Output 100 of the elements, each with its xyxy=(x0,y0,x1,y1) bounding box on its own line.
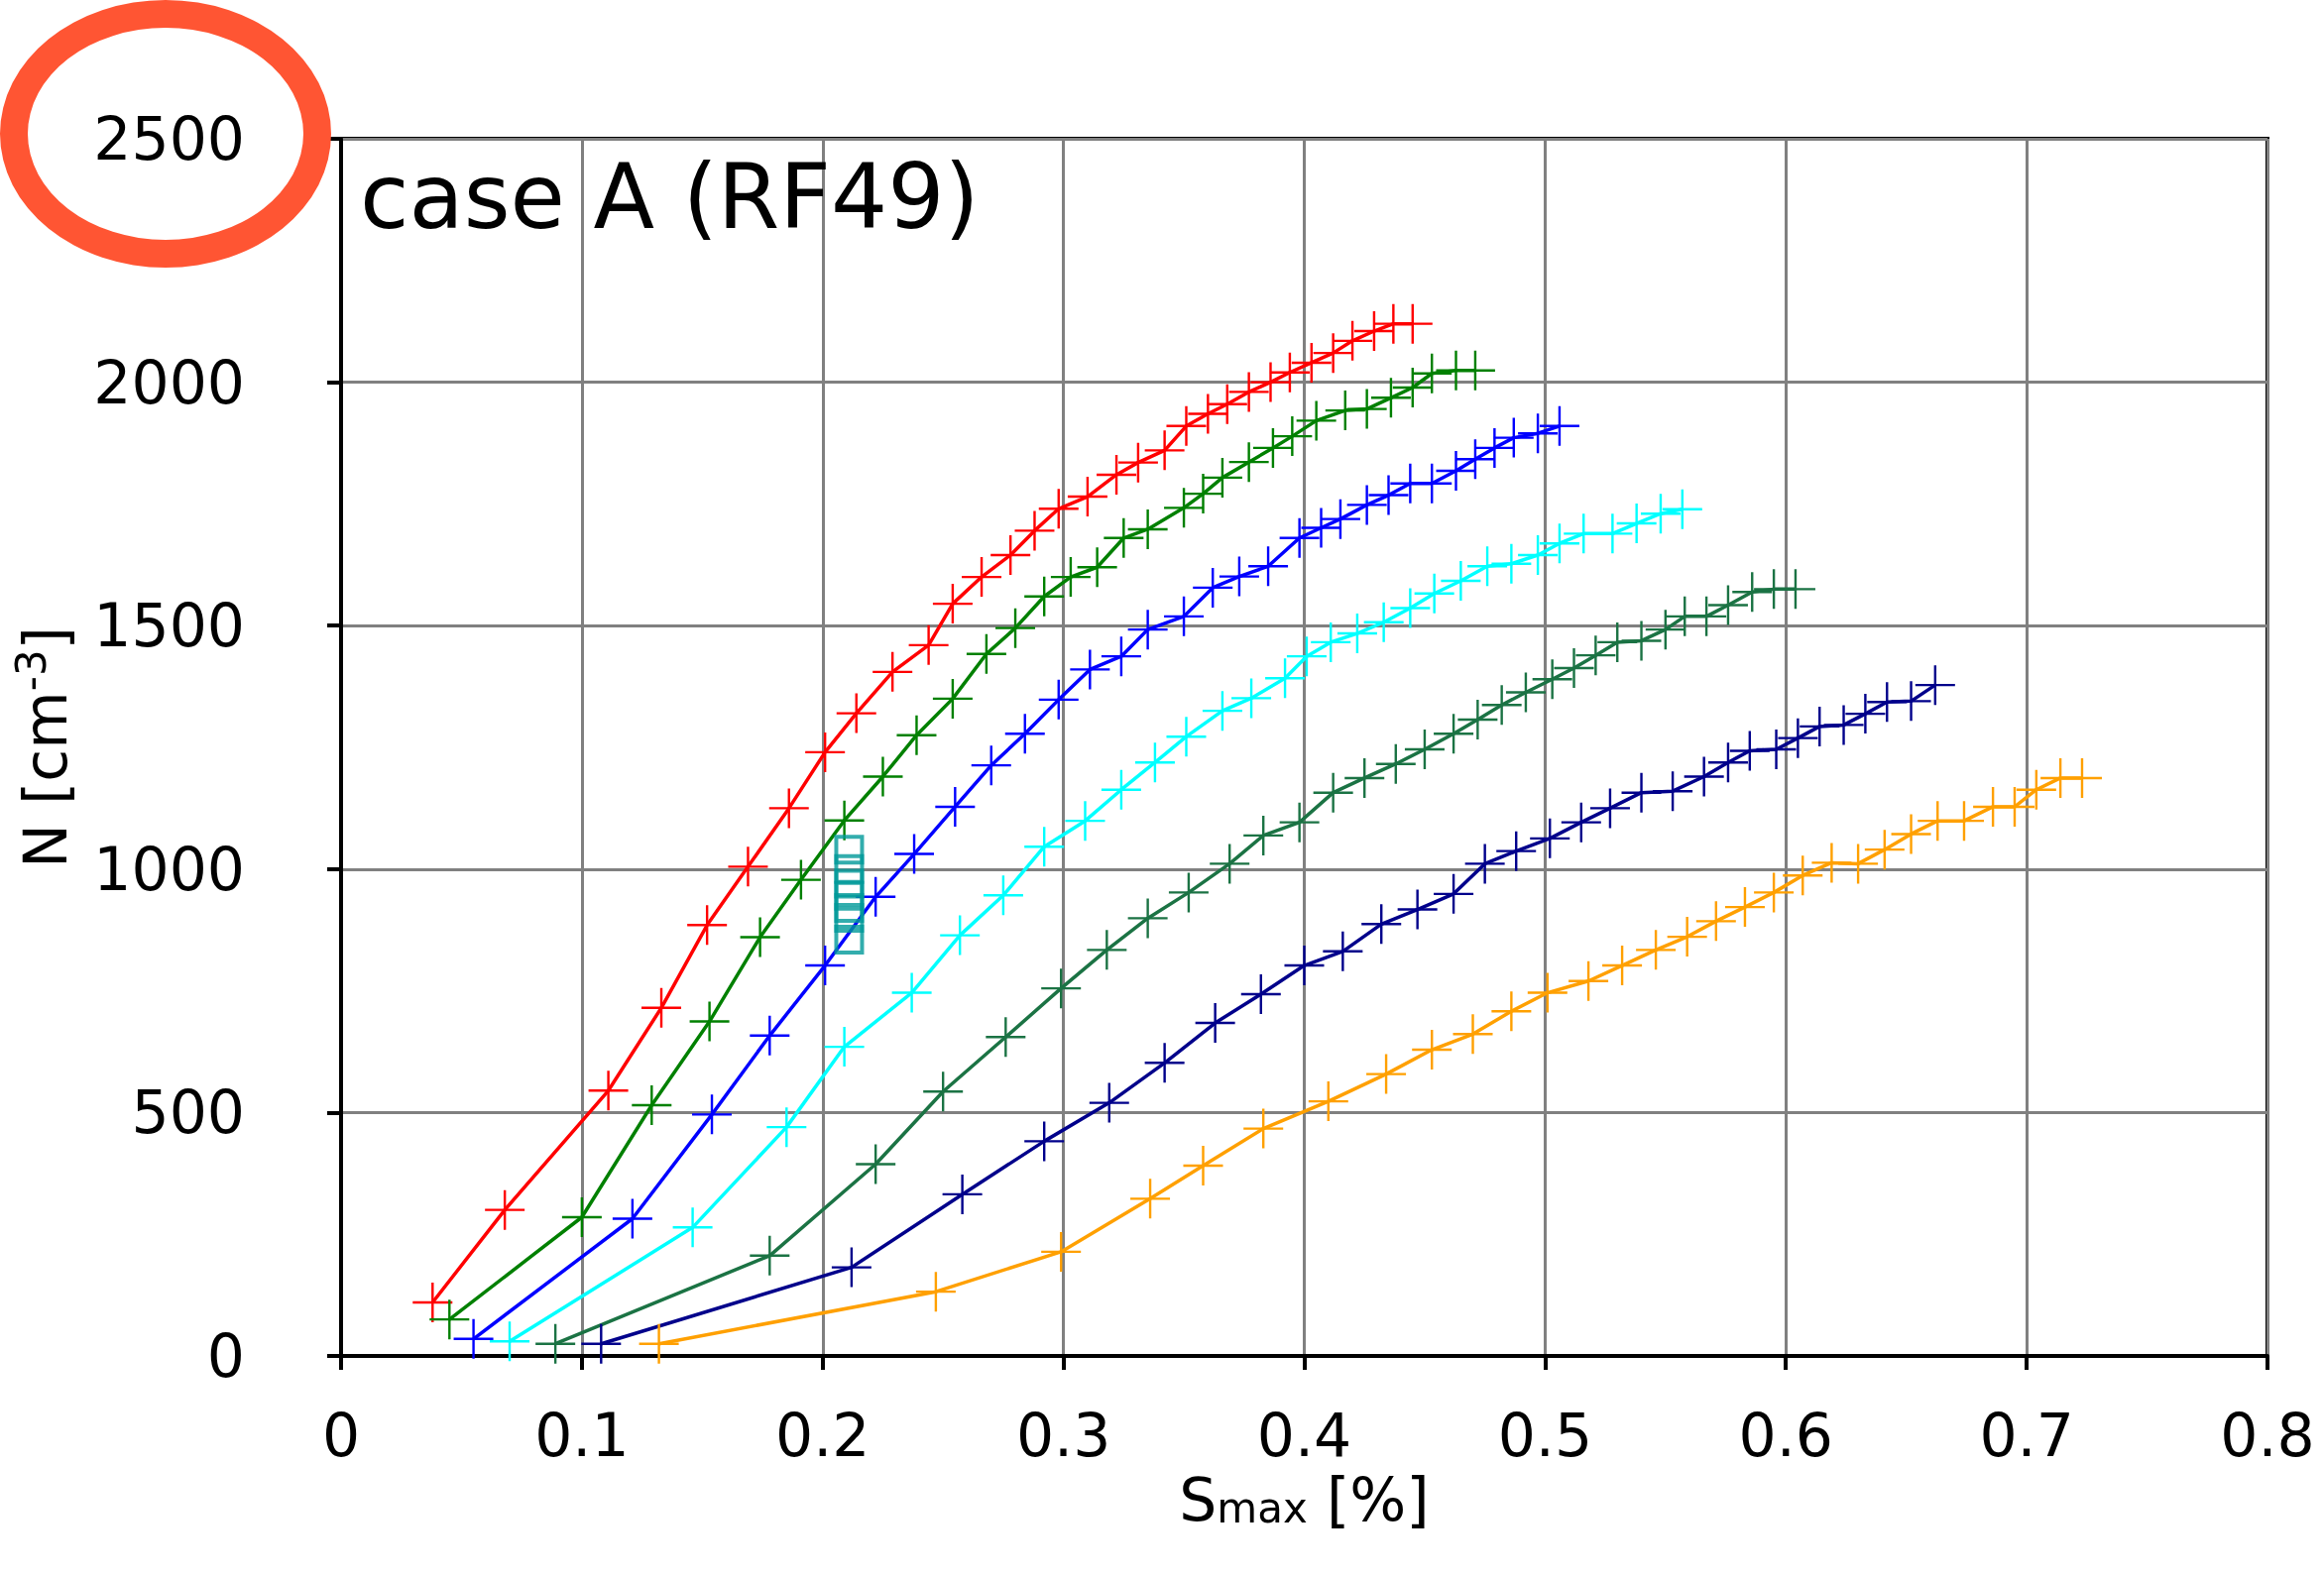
point xyxy=(1087,930,1127,970)
point xyxy=(1117,442,1158,483)
x-tick-label: 0.2 xyxy=(775,1401,871,1470)
point xyxy=(1621,772,1662,813)
point xyxy=(1014,510,1055,551)
point xyxy=(1366,1054,1407,1094)
point xyxy=(1667,917,1707,957)
point xyxy=(824,1027,865,1068)
point xyxy=(1144,1043,1185,1083)
point xyxy=(581,1323,622,1364)
point xyxy=(1130,1179,1171,1219)
chart-title: case A (RF49) xyxy=(360,144,980,249)
point xyxy=(1127,610,1168,650)
point xyxy=(1228,442,1269,483)
point xyxy=(1636,930,1677,970)
point xyxy=(1729,731,1770,771)
point xyxy=(1491,991,1532,1032)
point xyxy=(1284,946,1325,986)
point xyxy=(940,915,981,956)
point xyxy=(834,925,865,956)
point xyxy=(908,624,949,665)
point xyxy=(1891,814,1931,854)
point xyxy=(1219,556,1259,597)
point xyxy=(1368,475,1409,515)
point xyxy=(831,1247,872,1288)
point xyxy=(1127,508,1168,549)
x-tick-label: 0.7 xyxy=(1979,1401,2074,1470)
point xyxy=(1496,831,1537,871)
point xyxy=(1272,416,1313,457)
point xyxy=(453,1318,494,1359)
point xyxy=(1838,844,1879,884)
point xyxy=(1493,417,1534,458)
point xyxy=(1250,362,1291,402)
y-tick-label: 0 xyxy=(206,1321,245,1391)
point xyxy=(1616,504,1657,544)
point xyxy=(1104,517,1144,558)
point xyxy=(1070,649,1110,690)
point xyxy=(1168,872,1209,913)
point xyxy=(986,1017,1026,1058)
point xyxy=(1554,647,1594,688)
point xyxy=(672,1207,713,1248)
y-tick-label: 500 xyxy=(131,1077,245,1148)
point xyxy=(588,1070,629,1111)
point xyxy=(1621,620,1662,661)
point xyxy=(834,835,865,865)
point xyxy=(1811,843,1852,883)
point xyxy=(632,1085,672,1126)
point xyxy=(1301,507,1341,548)
point xyxy=(1296,400,1336,441)
point xyxy=(1756,729,1797,769)
point xyxy=(894,834,935,874)
point xyxy=(935,786,976,827)
point xyxy=(1491,543,1532,584)
point xyxy=(834,880,865,911)
point xyxy=(834,902,865,933)
point xyxy=(1127,898,1168,939)
y-tick-label: 2000 xyxy=(93,347,245,417)
point xyxy=(995,608,1036,648)
point xyxy=(1823,705,1864,745)
y-tick-label: 2500 xyxy=(93,104,245,173)
point xyxy=(740,917,780,957)
point xyxy=(834,893,865,924)
point xyxy=(1024,1121,1065,1162)
point xyxy=(1188,394,1228,434)
point xyxy=(1695,901,1736,942)
point xyxy=(1166,717,1207,757)
point xyxy=(768,788,809,829)
point xyxy=(1164,488,1205,528)
x-tick-label: 0 xyxy=(321,1401,361,1470)
point xyxy=(1346,389,1387,429)
point xyxy=(1891,681,1931,722)
point xyxy=(942,1174,983,1214)
point xyxy=(896,715,937,755)
y-axis-title: N [cm-3] xyxy=(6,625,80,869)
point xyxy=(1441,561,1481,602)
point xyxy=(689,1001,730,1042)
point xyxy=(1065,801,1105,842)
point xyxy=(1323,931,1363,971)
point xyxy=(1313,772,1353,813)
x-tick-label: 0.8 xyxy=(2220,1401,2315,1470)
y-tick-label: 1500 xyxy=(93,591,245,661)
y-tick-label: 1000 xyxy=(93,834,245,904)
point xyxy=(966,633,1006,674)
point xyxy=(1505,672,1546,713)
point xyxy=(834,853,865,884)
x-tick-label: 0.5 xyxy=(1497,1401,1593,1470)
x-tick-label: 0.3 xyxy=(1015,1401,1111,1470)
point xyxy=(1210,844,1250,884)
point xyxy=(1279,517,1320,558)
point xyxy=(485,1189,525,1230)
point xyxy=(1707,585,1748,625)
point xyxy=(750,1235,790,1276)
point xyxy=(1370,378,1411,418)
point xyxy=(891,972,932,1013)
point xyxy=(1532,659,1572,700)
point xyxy=(728,846,768,887)
point xyxy=(1754,872,1795,913)
point xyxy=(750,1015,790,1056)
point xyxy=(1414,573,1454,614)
point xyxy=(1527,972,1568,1013)
